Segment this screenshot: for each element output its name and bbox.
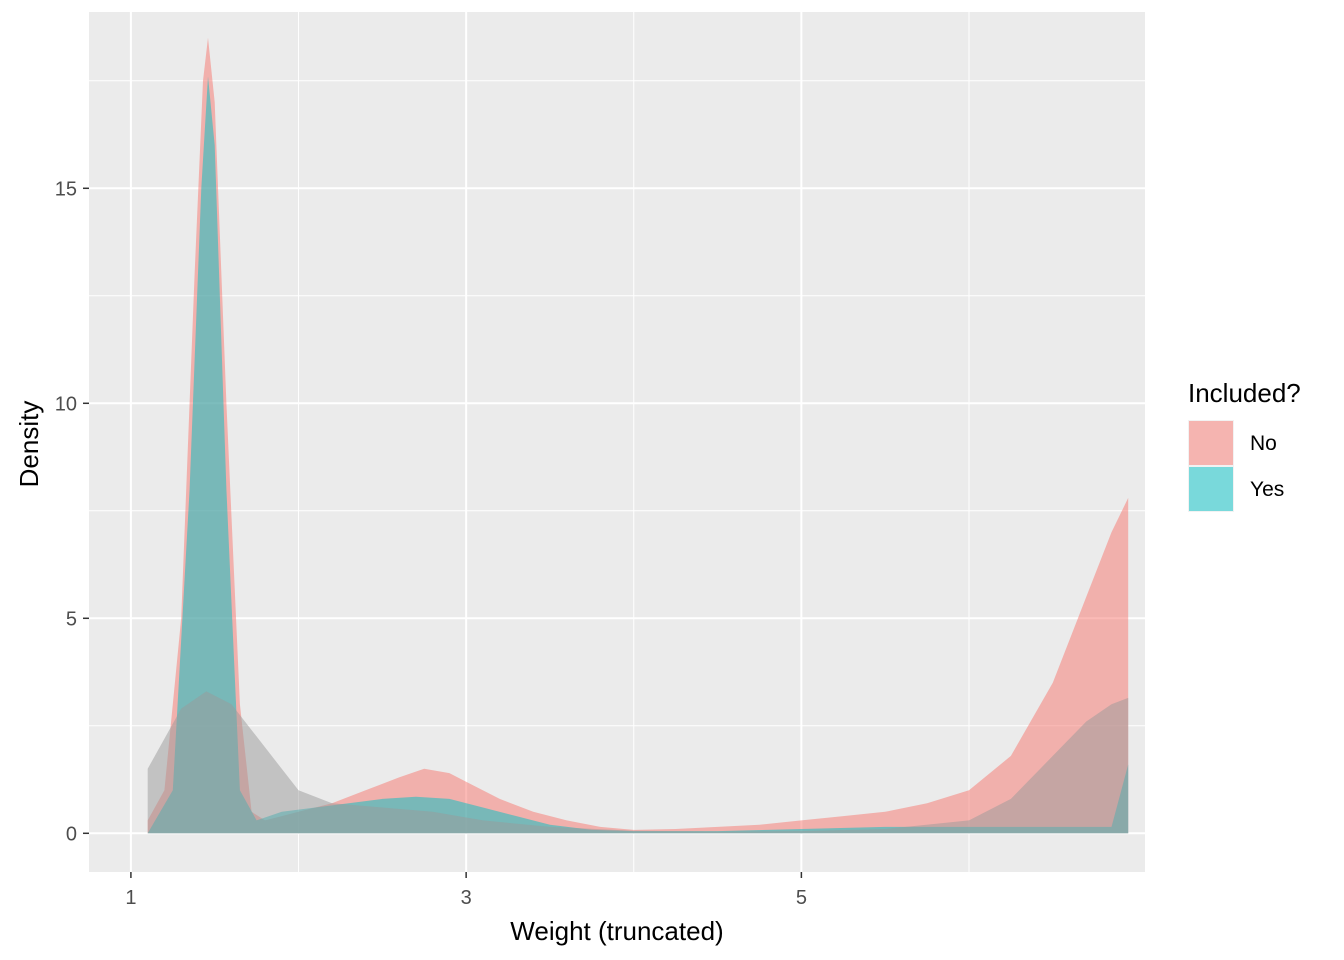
- legend: Included? No Yes: [1188, 378, 1301, 512]
- density-area-no: [147, 37, 1129, 834]
- x-tick-label: 5: [796, 887, 807, 909]
- density-area-unlabeled: [147, 691, 1129, 834]
- x-axis-title: Weight (truncated): [510, 916, 723, 946]
- legend-swatch-no: [1189, 421, 1233, 465]
- y-tick-label: 15: [55, 178, 77, 200]
- legend-swatch-yes: [1189, 467, 1233, 511]
- legend-label-no: No: [1250, 432, 1277, 455]
- x-tick-label: 3: [461, 887, 472, 909]
- minor-grid: [89, 12, 1145, 872]
- y-tick-label: 5: [66, 608, 77, 630]
- axis-tick-labels: 1 3 5 0 5 10 15: [55, 178, 807, 909]
- y-tick-label: 10: [55, 393, 77, 415]
- y-axis-title: Density: [14, 401, 44, 488]
- legend-title: Included?: [1188, 378, 1301, 408]
- axis-ticks: [83, 187, 803, 878]
- density-areas: [147, 37, 1129, 834]
- y-tick-label: 0: [66, 823, 77, 845]
- legend-label-yes: Yes: [1250, 478, 1284, 501]
- x-tick-label: 1: [125, 887, 136, 909]
